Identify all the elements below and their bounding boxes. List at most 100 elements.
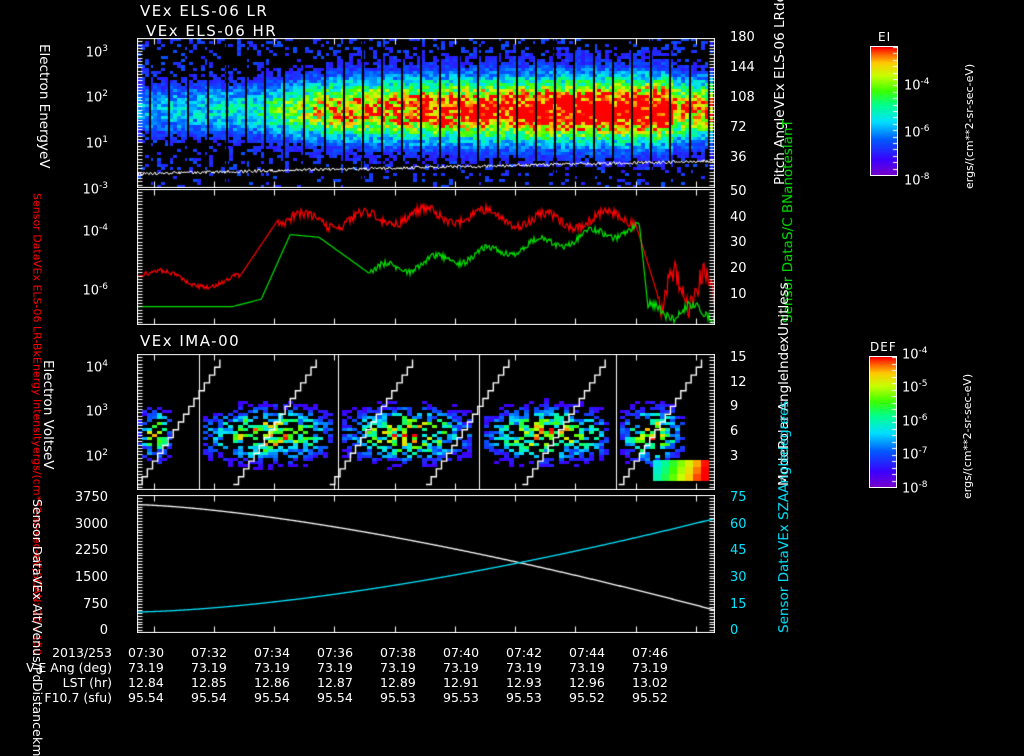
axis-tick-label: 1500	[74, 569, 108, 585]
bottom-table-row-label: F10.7 (sfu)	[44, 690, 112, 705]
axis-label-line: VEx SZA	[776, 493, 792, 551]
axis-label-line: ergs/(cm**2-sr-sec-eV)	[30, 447, 44, 573]
panel2-right-tick-labels: 50 40 30 20 10	[728, 184, 768, 329]
panel-ima-spectrogram: VEx IMA-00 Electron Volts eV 104 103 102 15…	[0, 282, 1024, 495]
axis-tick-label: 104	[85, 358, 108, 375]
bottom-table-cell: 73.19	[191, 660, 227, 675]
bottom-table-cell: 95.52	[632, 690, 668, 705]
axis-tick-label: 102	[85, 448, 108, 465]
axis-label-line: Sensor Data	[776, 550, 792, 633]
els-spectrogram-canvas	[137, 38, 715, 188]
bottom-table-cell: 07:32	[191, 645, 228, 660]
panel-energy-intensity-bfield: Sensor Data VEx ELS-06 LR-Bk Energy Intens…	[0, 119, 1024, 656]
axis-tick-label: 40	[730, 209, 747, 225]
axis-tick-label: 72	[730, 120, 747, 135]
def-colorbar-gradient	[869, 356, 897, 488]
axis-tick-label: 20	[730, 261, 747, 277]
axis-label-line: VEx ELS-06 LR	[772, 11, 788, 110]
bottom-table-cell: 12.89	[380, 675, 416, 690]
bottom-table-cell: 07:34	[254, 645, 291, 660]
axis-tick-label: 750	[83, 596, 108, 612]
axis-label-line: S/C B	[780, 204, 796, 241]
axis-label-line: km	[30, 736, 46, 756]
axis-tick-label: 50	[730, 183, 747, 199]
ei-colorbar-units: ergs/(cm**2-sr-sec-eV)	[963, 63, 976, 189]
axis-tick-label: 75	[730, 489, 747, 505]
bottom-table-cell: 73.19	[317, 660, 353, 675]
axis-label-line: degrees	[776, 400, 792, 455]
axis-tick-label: 180	[730, 30, 755, 45]
axis-label-line: VEx Alt/Venus/Pd	[30, 575, 46, 682]
axis-tick-label: 10	[730, 286, 747, 302]
bottom-table-cell: 07:40	[443, 645, 480, 660]
panel-altitude-sza: Sensor Data VEx Alt/Venus/Pd Distance km 37…	[0, 400, 1024, 756]
bottom-table-row-label: V-E Ang (deg)	[26, 660, 112, 675]
axis-label-line: eV	[40, 452, 57, 470]
axis-tick-label: 60	[730, 516, 747, 532]
bottom-table-row-label: 2013/253	[52, 645, 112, 660]
axis-tick-label: 10-4	[904, 76, 930, 94]
panel1-left-axis-label: Electron Energy eV	[36, 44, 52, 174]
axis-tick-label: 3750	[74, 489, 108, 505]
axis-tick-label: 10-8	[902, 479, 928, 497]
bottom-table-cell: 12.87	[317, 675, 353, 690]
def-colorbar-ticks: 10-4 10-5 10-6 10-7 10-8	[900, 346, 950, 496]
bottom-table-cell: 73.19	[443, 660, 479, 675]
bottom-table-cell: 12.85	[191, 675, 227, 690]
axis-label-line: Sensor Data	[30, 499, 46, 576]
axis-tick-label: 30	[730, 569, 747, 585]
bottom-table-cell: 95.53	[380, 690, 416, 705]
bottom-table-cell: 07:30	[128, 645, 165, 660]
axis-tick-label: 9	[730, 399, 739, 415]
axis-tick-label: 10-3	[82, 181, 108, 198]
axis-label-line: Unitless	[776, 282, 792, 336]
bottom-table-cell: 12.93	[506, 675, 542, 690]
axis-tick-label: 108	[730, 90, 755, 105]
bottom-table-row-label: LST (hr)	[62, 675, 112, 690]
axis-label-line: Nanotesla	[780, 136, 796, 205]
axis-tick-label: 3	[730, 448, 739, 464]
axis-tick-label: 144	[730, 60, 755, 75]
axis-label-line: Energy Intensity	[30, 357, 44, 448]
def-colorbar-title: DEF	[870, 340, 897, 354]
bottom-table-cell: 73.19	[632, 660, 668, 675]
bottom-table-cell: 12.96	[569, 675, 605, 690]
ei-colorbar-gradient	[870, 46, 898, 176]
bottom-table-cell: 73.19	[254, 660, 290, 675]
bottom-table-cell: 73.19	[380, 660, 416, 675]
axis-tick-label: 45	[730, 543, 747, 559]
bottom-table-cell: 13.02	[632, 675, 668, 690]
panel4-right-tick-labels: 75 60 45 30 15 0	[728, 490, 768, 638]
bottom-table-cell: 12.91	[443, 675, 479, 690]
axis-label-line: nT	[780, 119, 796, 137]
axis-tick-label: 0	[99, 623, 108, 639]
bottom-table-cell: 73.19	[128, 660, 164, 675]
axis-tick-label: 10-4	[902, 346, 928, 363]
axis-tick-label: 103	[85, 43, 108, 60]
axis-tick-label: 103	[85, 403, 108, 420]
bottom-table-cell: 07:38	[380, 645, 417, 660]
axis-label-line: SCAN: 20 - 150	[30, 572, 44, 656]
bottom-table-cell: 95.54	[128, 690, 164, 705]
def-colorbar-units: ergs/(cm**2-sr-sec-eV)	[961, 373, 974, 499]
axis-tick-label: 12	[730, 374, 747, 390]
bottom-table-cell: 95.54	[191, 690, 227, 705]
bottom-table-cell: 07:44	[569, 645, 606, 660]
panel-els-spectrogram: VEx ELS-06 LR VEx ELS-06 HR Electron Ene…	[0, 0, 1024, 188]
panel1-left-tick-labels: 103 102 101	[74, 38, 110, 188]
bottom-table-cell: 07:46	[632, 645, 669, 660]
axis-label-line: Index	[776, 335, 792, 373]
panel1-right-tick-labels: 180 144 108 72 36	[728, 30, 768, 188]
axis-label-line: Electron Volts	[40, 360, 57, 453]
panel4-left-axis-label: Sensor Data VEx Alt/Venus/Pd Distance km	[30, 499, 46, 756]
panel1-title-hr: VEx ELS-06 HR	[146, 22, 278, 40]
panel1-title-lr: VEx ELS-06 LR	[140, 2, 269, 20]
bottom-table-cell: 95.54	[254, 690, 290, 705]
panel4-left-tick-labels: 3750 3000 2250 1500 750 0	[62, 490, 110, 639]
bottom-table-cell: 95.54	[317, 690, 353, 705]
axis-tick-label: 10-8	[904, 172, 930, 189]
axis-tick-label: 10-5	[902, 378, 928, 396]
panel2-left-axis-label: Sensor Data VEx ELS-06 LR-Bk Energy Intens…	[30, 193, 44, 656]
bottom-table-cell: 07:36	[317, 645, 354, 660]
axis-tick-label: 102	[85, 89, 108, 106]
